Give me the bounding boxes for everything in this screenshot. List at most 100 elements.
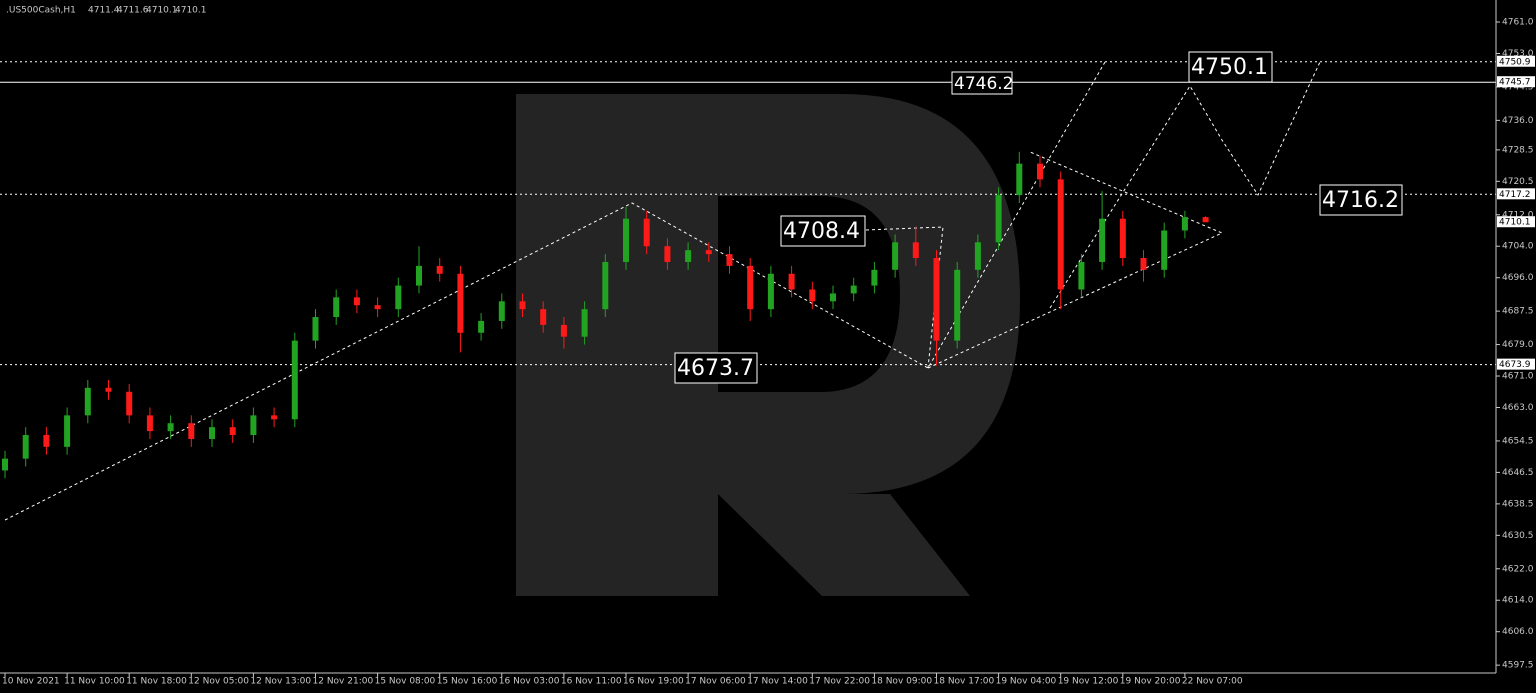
x-tick-label: 15 Nov 08:00 <box>375 677 436 687</box>
candle-body <box>788 273 795 290</box>
candle-body <box>664 246 671 262</box>
y-tick-label: 4646.5 <box>1502 468 1534 478</box>
candle-body <box>995 195 1002 243</box>
level-label-box <box>1497 55 1535 67</box>
candle-body <box>974 242 981 270</box>
y-tick-label: 4704.0 <box>1502 242 1534 252</box>
candle-body <box>22 435 29 459</box>
candle-body <box>747 265 754 310</box>
level-label: 4717.2 <box>1499 190 1531 200</box>
candle-body <box>84 387 91 416</box>
level-label-box <box>1497 358 1535 370</box>
level-label: 4750.9 <box>1499 57 1531 67</box>
x-tick-label: 19 Nov 20:00 <box>1120 677 1181 687</box>
candle-body <box>933 258 940 341</box>
y-tick-label: 4614.0 <box>1502 596 1534 606</box>
candle-body <box>1078 261 1085 290</box>
header-open: 4711.4 <box>88 6 120 16</box>
forecast-line <box>4 61 1106 521</box>
candle-body <box>478 320 485 333</box>
candle-body <box>2 458 8 471</box>
y-tick-label: 4712.0 <box>1502 210 1534 220</box>
x-tick-label: 11 Nov 18:00 <box>126 677 187 687</box>
annotation-text: 4708.4 <box>783 219 860 244</box>
x-tick-label: 17 Nov 22:00 <box>809 677 870 687</box>
header-high: 4711.6 <box>117 6 149 16</box>
candle-body <box>726 254 733 266</box>
annotation-text: 4673.7 <box>677 356 754 381</box>
forecast-line <box>927 151 1224 369</box>
candle-body <box>105 387 112 392</box>
level-label: 4710.1 <box>1499 218 1531 228</box>
x-tick-label: 12 Nov 21:00 <box>313 677 374 687</box>
x-tick-label: 16 Nov 11:00 <box>561 677 622 687</box>
header-low: 4710.1 <box>146 6 178 16</box>
annotation: 4716.2 <box>1319 184 1403 216</box>
candle-body <box>146 415 153 432</box>
candle-body <box>64 415 71 447</box>
level-label-box <box>1497 76 1535 88</box>
forecast-lines <box>4 61 1321 521</box>
candle-body <box>395 285 402 310</box>
candle-body <box>457 273 464 333</box>
annotation-text: 4716.2 <box>1322 188 1399 213</box>
level-label: 4745.7 <box>1499 78 1531 88</box>
candle-body <box>892 242 899 270</box>
candle-body <box>1099 218 1106 262</box>
candle-body <box>209 427 215 439</box>
candle-body <box>333 297 340 318</box>
y-tick-label: 4671.0 <box>1502 372 1534 382</box>
x-tick-label: 12 Nov 05:00 <box>188 677 249 687</box>
candle-body <box>353 297 360 306</box>
candle-body <box>602 261 609 310</box>
candle-body <box>560 324 567 337</box>
y-tick-label: 4728.5 <box>1502 145 1534 155</box>
candle-body <box>1202 217 1209 223</box>
annotation-text: 4746.2 <box>954 74 1013 94</box>
candle-body <box>623 218 629 262</box>
candle-body <box>912 242 919 259</box>
y-tick-label: 4654.5 <box>1502 436 1534 446</box>
y-tick-label: 4597.5 <box>1502 661 1534 671</box>
candle-body <box>1181 217 1188 231</box>
watermark-logo <box>516 94 1020 596</box>
candle-body <box>581 309 588 337</box>
y-tick-label: 4744.5 <box>1502 82 1534 92</box>
y-tick-label: 4638.5 <box>1502 499 1534 509</box>
candle-body <box>126 391 133 416</box>
candle-body <box>850 285 857 294</box>
x-tick-label: 18 Nov 17:00 <box>934 677 995 687</box>
candle-body <box>43 435 50 447</box>
candle-body <box>436 265 443 274</box>
level-label-box <box>1497 216 1535 228</box>
candle-body <box>291 340 298 420</box>
x-tick-label: 19 Nov 04:00 <box>996 677 1057 687</box>
x-tick-label: 17 Nov 06:00 <box>685 677 746 687</box>
y-tick-label: 4630.5 <box>1502 531 1534 541</box>
candle-body <box>374 305 381 310</box>
candle-body <box>871 269 878 286</box>
x-tick-label: 16 Nov 03:00 <box>499 677 560 687</box>
level-label: 4673.9 <box>1499 360 1531 370</box>
x-tick-label: 18 Nov 09:00 <box>871 677 932 687</box>
y-tick-label: 4720.5 <box>1502 177 1534 187</box>
y-tick-label: 4663.0 <box>1502 403 1534 413</box>
x-tick-label: 15 Nov 16:00 <box>437 677 498 687</box>
header-close: 4710.1 <box>175 6 207 16</box>
candle-body <box>830 293 836 302</box>
candle-body <box>685 250 692 262</box>
x-tick-label: 12 Nov 13:00 <box>250 677 311 687</box>
y-tick-label: 4606.0 <box>1502 627 1534 637</box>
symbol-title: .US500Cash,H1 <box>6 6 76 16</box>
y-tick-label: 4679.0 <box>1502 340 1534 350</box>
y-tick-label: 4753.0 <box>1502 49 1534 59</box>
x-tick-label: 19 Nov 12:00 <box>1058 677 1119 687</box>
candle-body <box>767 273 774 310</box>
y-tick-label: 4736.0 <box>1502 116 1534 126</box>
candle-body <box>167 423 174 432</box>
annotation: 4673.7 <box>674 352 758 384</box>
candle-body <box>1119 218 1126 259</box>
y-tick-label: 4696.0 <box>1502 273 1534 283</box>
forecast-line <box>865 226 944 369</box>
